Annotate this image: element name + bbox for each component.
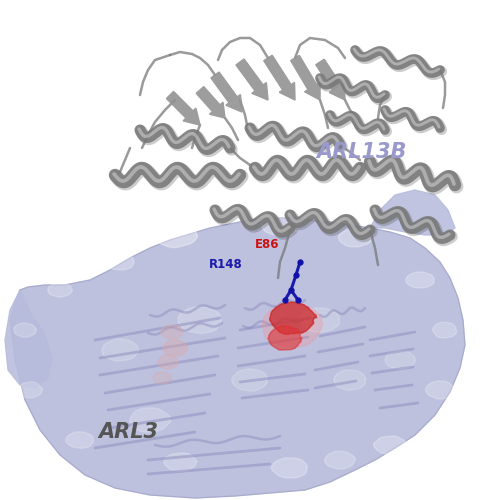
Polygon shape: [372, 436, 406, 454]
Polygon shape: [315, 60, 344, 100]
Polygon shape: [196, 86, 225, 118]
Polygon shape: [160, 325, 183, 339]
Text: E86: E86: [254, 238, 279, 252]
Polygon shape: [10, 218, 464, 498]
Polygon shape: [333, 370, 365, 390]
Polygon shape: [162, 340, 187, 356]
Polygon shape: [106, 254, 134, 270]
Polygon shape: [424, 381, 453, 399]
Polygon shape: [48, 283, 72, 297]
Text: ARL3: ARL3: [98, 422, 158, 442]
Polygon shape: [263, 56, 294, 100]
Polygon shape: [324, 451, 355, 469]
Polygon shape: [405, 272, 434, 288]
Polygon shape: [166, 92, 200, 125]
Polygon shape: [263, 56, 294, 100]
Polygon shape: [236, 59, 267, 100]
Polygon shape: [271, 458, 307, 478]
Polygon shape: [14, 323, 36, 338]
Polygon shape: [299, 308, 339, 332]
Polygon shape: [18, 382, 43, 398]
Polygon shape: [164, 453, 197, 471]
Polygon shape: [269, 302, 316, 334]
Polygon shape: [102, 339, 138, 361]
Polygon shape: [315, 60, 344, 100]
Polygon shape: [211, 72, 241, 112]
Text: R148: R148: [209, 258, 242, 272]
Polygon shape: [384, 351, 415, 369]
Polygon shape: [152, 223, 197, 248]
Polygon shape: [211, 72, 241, 112]
Polygon shape: [262, 302, 322, 347]
Polygon shape: [337, 228, 371, 247]
Polygon shape: [369, 190, 454, 235]
Polygon shape: [231, 369, 267, 391]
Polygon shape: [196, 86, 225, 118]
Polygon shape: [261, 215, 297, 236]
Polygon shape: [153, 372, 171, 384]
Polygon shape: [268, 326, 301, 350]
Polygon shape: [130, 408, 170, 432]
Polygon shape: [178, 306, 221, 334]
Polygon shape: [157, 354, 178, 369]
Polygon shape: [432, 322, 456, 338]
Polygon shape: [236, 59, 267, 100]
Polygon shape: [166, 92, 200, 125]
Polygon shape: [290, 56, 319, 100]
Polygon shape: [5, 290, 52, 388]
Polygon shape: [290, 56, 319, 100]
Text: ARL13B: ARL13B: [315, 142, 406, 163]
Polygon shape: [66, 432, 94, 448]
